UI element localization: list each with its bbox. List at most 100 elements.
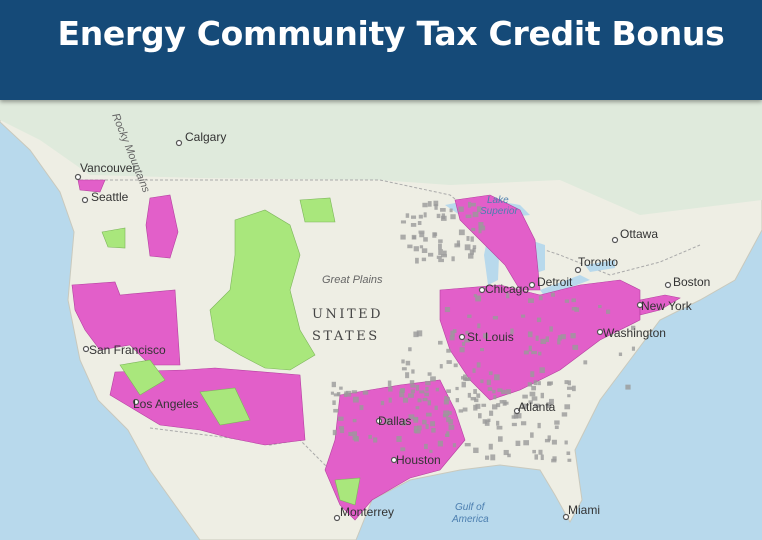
tract [530, 371, 535, 378]
tract [464, 442, 471, 447]
lake-ontario [585, 260, 615, 272]
tract [606, 309, 611, 314]
tract [410, 223, 417, 227]
tract [425, 412, 432, 417]
tract [492, 404, 498, 410]
tract [430, 421, 436, 427]
tract [552, 456, 557, 461]
pink-area [639, 294, 681, 316]
tract [467, 392, 472, 398]
tract [475, 403, 481, 409]
tract [557, 338, 561, 345]
lake-erie [540, 275, 590, 297]
tract [507, 453, 511, 458]
tract [487, 418, 491, 423]
tract [352, 396, 359, 403]
tract [401, 359, 405, 364]
tract [560, 334, 566, 340]
tract [566, 386, 573, 390]
tract [405, 213, 410, 218]
tract [425, 380, 431, 386]
tract [535, 335, 539, 341]
city-label: San Francisco [89, 343, 166, 357]
tract [384, 418, 391, 425]
tract [499, 400, 504, 404]
pink-area [77, 179, 106, 193]
country-label: STATES [312, 329, 380, 344]
tract [448, 424, 455, 430]
tract [412, 235, 416, 240]
tract [427, 400, 432, 406]
tract [441, 254, 447, 258]
tract [359, 405, 364, 411]
tract [483, 333, 489, 339]
city-label: Detroit [537, 275, 573, 289]
green-area [119, 359, 166, 396]
city-label: St. Louis [467, 330, 514, 344]
tract [410, 384, 416, 388]
city-label: Chicago [485, 282, 529, 296]
tract [388, 397, 392, 403]
tract [399, 388, 405, 393]
country-label: UNITED [312, 307, 383, 322]
pink-area [454, 194, 541, 291]
city-dot [132, 398, 140, 406]
tract [443, 410, 450, 417]
tract [407, 244, 413, 249]
tract [345, 390, 352, 397]
tract [618, 352, 623, 357]
tract [530, 432, 534, 438]
tract [528, 400, 533, 404]
tract [625, 384, 631, 390]
tract [436, 255, 442, 259]
tract [501, 389, 506, 395]
tract [351, 390, 358, 394]
tract [339, 386, 343, 390]
tract [523, 350, 529, 355]
tract [333, 408, 339, 413]
tract [549, 398, 554, 405]
tract [547, 435, 551, 441]
tract [464, 338, 471, 343]
tract [368, 434, 372, 439]
city-label: Washington [603, 326, 666, 340]
tract [557, 335, 562, 341]
tract [503, 449, 509, 456]
tract [380, 400, 385, 406]
water-label: America [451, 514, 489, 525]
tract [461, 341, 466, 346]
tract [454, 243, 461, 248]
tract [598, 305, 602, 309]
tract [442, 250, 447, 256]
tract [352, 431, 357, 436]
tract [547, 381, 552, 386]
tract [485, 455, 490, 460]
tract [437, 440, 444, 447]
tract [516, 413, 522, 419]
tract [469, 249, 474, 255]
tract [450, 214, 456, 220]
tract [418, 214, 423, 219]
city-dot [458, 333, 466, 341]
tract [478, 413, 482, 419]
tract [471, 227, 476, 232]
tract [476, 206, 482, 212]
tract [352, 435, 358, 441]
tract [497, 436, 503, 442]
tract [402, 419, 407, 424]
tract [544, 438, 550, 443]
tract [489, 410, 494, 416]
city-label: Boston [673, 275, 710, 289]
green-area [199, 387, 251, 426]
tract [567, 458, 572, 462]
title: Energy Community Tax Credit Bonus [57, 14, 725, 53]
tract [465, 330, 469, 335]
city-dot [528, 281, 536, 289]
city-label: Calgary [185, 130, 226, 144]
pink-area [439, 279, 641, 401]
tract [527, 382, 533, 387]
green-area [299, 197, 336, 223]
tract [424, 392, 429, 397]
water-label: Superior [480, 206, 518, 217]
